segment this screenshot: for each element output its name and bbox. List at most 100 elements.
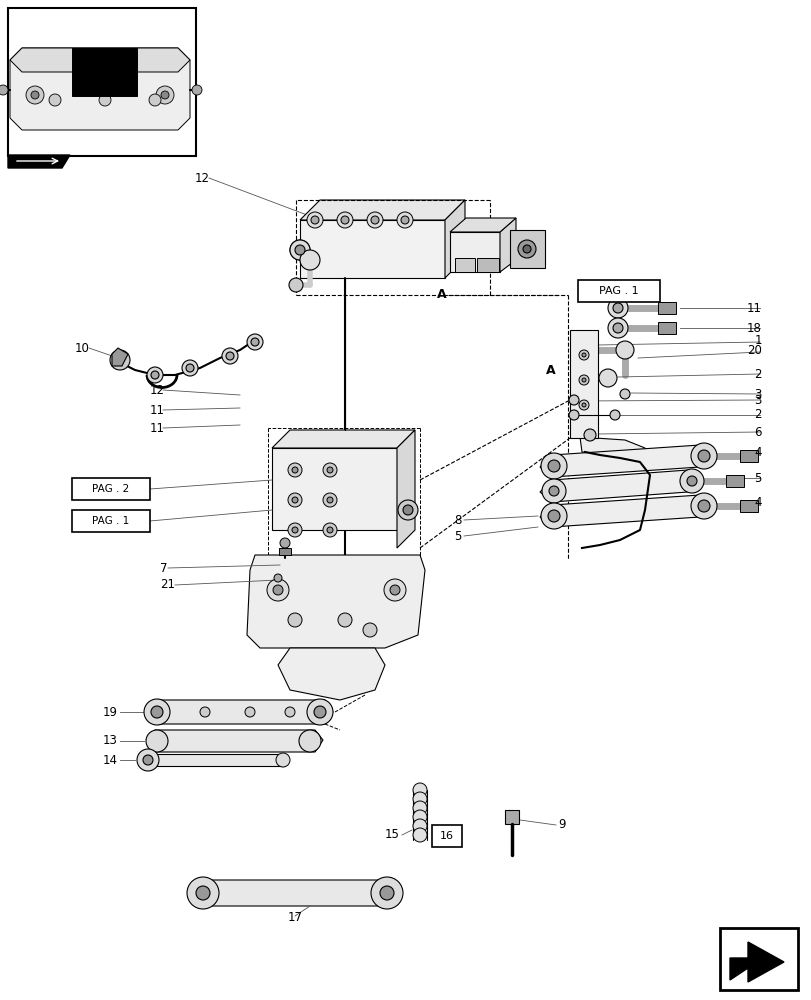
Circle shape: [307, 699, 333, 725]
Circle shape: [547, 460, 560, 472]
Text: 4: 4: [753, 496, 761, 510]
Circle shape: [522, 245, 530, 253]
Circle shape: [267, 579, 289, 601]
Bar: [569, 330, 597, 438]
Polygon shape: [397, 430, 414, 548]
Circle shape: [191, 85, 202, 95]
Circle shape: [413, 819, 427, 833]
Circle shape: [581, 353, 586, 357]
Polygon shape: [272, 430, 414, 448]
Circle shape: [371, 877, 402, 909]
Circle shape: [273, 574, 281, 582]
Circle shape: [144, 699, 169, 725]
Circle shape: [323, 523, 337, 537]
Circle shape: [109, 350, 130, 370]
Text: 11: 11: [746, 302, 761, 314]
Circle shape: [581, 403, 586, 407]
Text: 1: 1: [753, 334, 761, 347]
Circle shape: [413, 792, 427, 806]
Circle shape: [245, 707, 255, 717]
Text: 2: 2: [753, 367, 761, 380]
Circle shape: [607, 298, 627, 318]
Circle shape: [137, 749, 159, 771]
Text: 15: 15: [384, 828, 400, 841]
Bar: [476, 258, 499, 272]
Circle shape: [148, 94, 161, 106]
Text: 6: 6: [753, 426, 761, 438]
Polygon shape: [539, 470, 699, 502]
Bar: [279, 548, 290, 555]
Text: 12: 12: [150, 383, 165, 396]
Circle shape: [401, 216, 409, 224]
Circle shape: [288, 523, 302, 537]
Circle shape: [272, 585, 283, 595]
Circle shape: [413, 810, 427, 824]
Text: 3: 3: [753, 387, 761, 400]
Circle shape: [327, 527, 333, 533]
Circle shape: [607, 318, 627, 338]
Polygon shape: [539, 445, 711, 477]
Bar: [577, 280, 659, 302]
Text: 8: 8: [454, 514, 461, 526]
Circle shape: [397, 212, 413, 228]
Polygon shape: [147, 700, 333, 724]
Circle shape: [299, 250, 320, 270]
Circle shape: [49, 94, 61, 106]
Circle shape: [337, 212, 353, 228]
Bar: [431, 825, 461, 847]
Circle shape: [314, 706, 325, 718]
Text: 5: 5: [454, 530, 461, 542]
Circle shape: [156, 86, 174, 104]
Circle shape: [290, 240, 310, 260]
Circle shape: [285, 707, 294, 717]
Polygon shape: [299, 200, 465, 220]
Text: 2: 2: [753, 408, 761, 422]
Circle shape: [289, 278, 303, 292]
Circle shape: [327, 467, 333, 473]
Circle shape: [247, 334, 263, 350]
Circle shape: [569, 410, 578, 420]
Circle shape: [599, 369, 616, 387]
Circle shape: [187, 877, 219, 909]
Bar: [72, 478, 150, 500]
Polygon shape: [449, 218, 515, 232]
Circle shape: [280, 538, 290, 548]
Circle shape: [143, 755, 152, 765]
Circle shape: [147, 367, 163, 383]
Bar: [504, 810, 518, 824]
Text: 18: 18: [746, 322, 761, 334]
Circle shape: [288, 463, 302, 477]
Text: A: A: [545, 363, 555, 376]
Bar: [145, 754, 285, 766]
Polygon shape: [729, 942, 783, 982]
Circle shape: [690, 443, 716, 469]
Circle shape: [397, 500, 418, 520]
Text: 12: 12: [195, 172, 210, 185]
Circle shape: [311, 216, 319, 224]
Circle shape: [327, 497, 333, 503]
Text: 3: 3: [753, 393, 761, 406]
Polygon shape: [147, 730, 323, 752]
Circle shape: [298, 730, 320, 752]
Text: 13: 13: [103, 734, 118, 748]
Circle shape: [200, 707, 210, 717]
Circle shape: [620, 389, 629, 399]
Circle shape: [337, 613, 351, 627]
Bar: [72, 510, 150, 532]
Circle shape: [697, 500, 709, 512]
Circle shape: [612, 323, 622, 333]
Circle shape: [569, 395, 578, 405]
Circle shape: [413, 828, 427, 842]
Polygon shape: [539, 495, 711, 527]
Polygon shape: [500, 218, 515, 272]
Polygon shape: [10, 48, 190, 72]
Polygon shape: [112, 348, 128, 366]
Bar: [725, 475, 743, 487]
Circle shape: [292, 497, 298, 503]
Text: 14: 14: [103, 754, 118, 766]
Circle shape: [251, 338, 259, 346]
Circle shape: [294, 245, 305, 255]
Bar: [272, 448, 397, 530]
Bar: [449, 232, 500, 272]
Circle shape: [697, 450, 709, 462]
